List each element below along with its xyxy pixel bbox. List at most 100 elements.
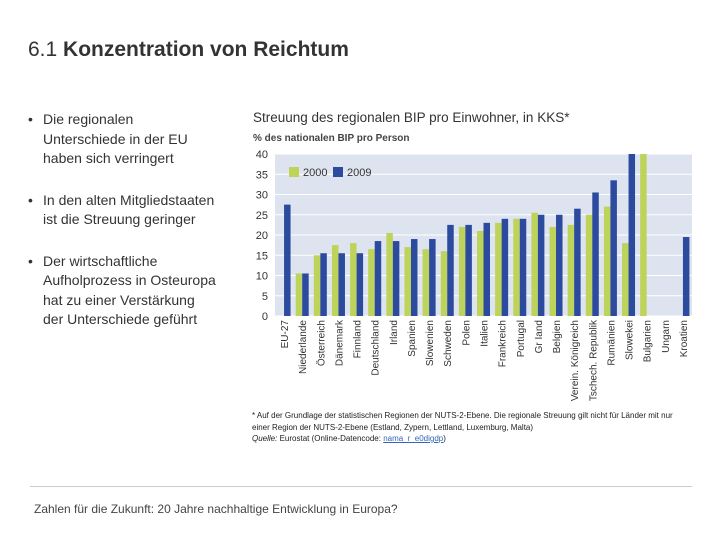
- bar-2000-irland: [386, 232, 393, 316]
- x-tick-label: Irland: [389, 320, 400, 345]
- bar-2009-irland: [392, 241, 400, 316]
- y-tick-label: 30: [256, 190, 268, 202]
- chart-title: Streuung des regionalen BIP pro Einwohne…: [253, 110, 570, 125]
- bar-2009-belgien: [556, 214, 563, 316]
- x-tick-label: Portugal: [516, 320, 527, 357]
- x-tick-label: Frankreich: [498, 320, 509, 367]
- bar-2009-slowakei: [628, 154, 636, 316]
- bar-2009-schweden: [447, 224, 454, 316]
- y-tick-label: 40: [256, 149, 268, 161]
- x-tick-label: Rumänien: [606, 320, 617, 366]
- bar-2009-italien: [483, 222, 490, 316]
- bullet-list: • Die regionalen Unterschiede in der EU h…: [26, 110, 216, 352]
- bullet-item: • Der wirtschaftliche Aufholprozess in Os…: [26, 252, 216, 330]
- bar-2000-schweden: [440, 251, 448, 316]
- footer-divider: [30, 486, 692, 487]
- x-tick-label: Österreich: [315, 320, 327, 366]
- bar-2009-frankreich: [501, 218, 509, 316]
- y-tick-label: 10: [256, 271, 268, 283]
- bar-2000-polen: [458, 226, 466, 316]
- y-tick-label: 20: [256, 230, 268, 242]
- x-tick-label: EU-27: [280, 320, 291, 349]
- legend-label-2000: 2000: [303, 167, 327, 179]
- x-tick-label: Schweden: [443, 320, 454, 367]
- x-tick-label: Belgien: [552, 320, 563, 353]
- bullet-symbol: •: [28, 252, 33, 269]
- bar-2009-griechenland: [537, 214, 545, 316]
- bar-2009-slowenien: [429, 239, 436, 316]
- legend-label-2009: 2009: [347, 167, 371, 179]
- y-tick-label: 25: [256, 210, 268, 222]
- bar-2009-kroatien: [682, 237, 690, 316]
- y-tick-label: 5: [262, 291, 268, 303]
- x-tick-label: Dänemark: [334, 319, 345, 366]
- footer-text: Zahlen für die Zukunft: 20 Jahre nachhal…: [34, 502, 398, 516]
- bullet-symbol: •: [28, 111, 33, 127]
- bullet-symbol: •: [28, 191, 33, 208]
- x-tick-label: Gr Iand: [534, 320, 545, 353]
- source-close: ): [443, 434, 446, 443]
- chart-subtitle: % des nationalen BIP pro Person: [253, 133, 410, 144]
- legend-swatch-2009: [333, 167, 343, 177]
- bar-2000-rumänien: [603, 206, 611, 316]
- y-tick-label: 35: [256, 169, 268, 181]
- bar-2000-deutschland: [368, 249, 375, 316]
- x-tick-label: Slowekei: [625, 320, 636, 360]
- bullet-item: • In den alten Mitgliedstaaten ist die St…: [26, 191, 216, 230]
- bullet-text: In den alten Mitgliedstaaten ist die Str…: [43, 191, 215, 228]
- x-tick-label: Slowenien: [425, 320, 436, 366]
- bar-2009-finnland: [356, 253, 364, 316]
- legend-swatch-2000: [289, 167, 299, 177]
- x-tick-label: Tschech. Republik: [588, 319, 599, 401]
- x-tick-label: Deutschland: [371, 320, 382, 376]
- bar-2009-rumänien: [610, 180, 617, 316]
- bar-2000-griechenland: [531, 212, 538, 316]
- source-label: Quelle:: [252, 434, 278, 443]
- bullet-text: Die regionalen Unterschiede in der EU ha…: [43, 111, 188, 166]
- title-number: 6.1: [28, 38, 58, 61]
- bar-2009-verein-königreich: [574, 208, 581, 316]
- bar-2009-dänemark: [338, 253, 345, 316]
- bar-2000-portugal: [513, 218, 520, 316]
- bar-2009-portugal: [519, 218, 527, 316]
- footnote: * Auf der Grundlage der statistischen Re…: [252, 410, 692, 445]
- bar-2009-niederlande: [302, 273, 309, 316]
- bar-2000-belgien: [549, 226, 557, 316]
- bar-2009-polen: [465, 224, 472, 316]
- bar-2000-italien: [477, 230, 484, 316]
- bar-2000-finnland: [350, 243, 357, 316]
- x-tick-label: Polen: [461, 320, 472, 346]
- page-title: 6.1 Konzentration von Reichtum: [28, 38, 349, 62]
- bar-2000-österreich: [313, 255, 321, 316]
- bullet-item: • Die regionalen Unterschiede in der EU h…: [26, 110, 216, 169]
- bar-2000-bulgarien: [640, 154, 647, 316]
- y-tick-label: 0: [262, 311, 268, 323]
- y-tick-label: 15: [256, 250, 268, 262]
- x-tick-label: Niederlande: [298, 320, 309, 374]
- x-tick-label: Spanien: [407, 320, 418, 357]
- bar-2000-spanien: [404, 247, 411, 316]
- bar-2000-verein-königreich: [567, 224, 575, 316]
- title-text: Konzentration von Reichtum: [63, 38, 349, 61]
- x-tick-label: Ungarn: [661, 320, 672, 353]
- bar-2000-dänemark: [331, 245, 339, 316]
- x-tick-label: Italien: [480, 320, 491, 347]
- footnote-text: * Auf der Grundlage der statistischen Re…: [252, 411, 673, 432]
- bar-2000-tschech-republik: [585, 214, 593, 316]
- bar-2009-spanien: [410, 239, 418, 316]
- bar-2009-tschech-republik: [592, 192, 599, 316]
- bullet-text: Der wirtschaftliche Aufholprozess in Ost…: [43, 252, 216, 328]
- bar-2000-frankreich: [495, 222, 502, 316]
- x-tick-label: Kroatien: [679, 320, 690, 357]
- bar-2009-deutschland: [374, 241, 382, 316]
- x-tick-label: Finnland: [353, 320, 364, 358]
- bar-2000-niederlande: [295, 273, 303, 316]
- bar-2009-österreich: [320, 253, 327, 316]
- source-link[interactable]: nama_r_e0digdp: [383, 434, 444, 443]
- bar-2000-slowenien: [422, 249, 430, 316]
- source-text: Eurostat (Online-Datencode:: [279, 434, 384, 443]
- x-tick-label: Bulgarien: [643, 320, 654, 362]
- bar-2000-slowakei: [622, 243, 629, 316]
- x-tick-label: Verein. Königreich: [570, 320, 581, 401]
